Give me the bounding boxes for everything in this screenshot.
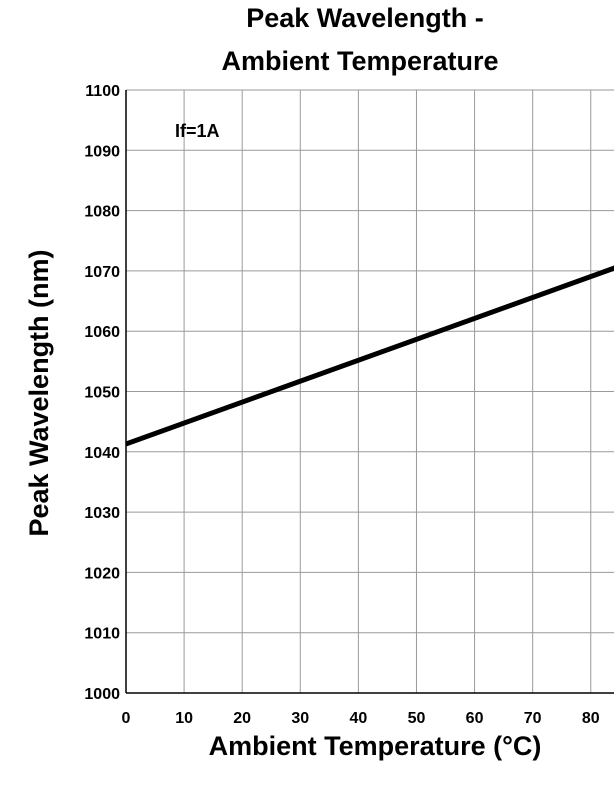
y-tick-label-1010: 1010	[84, 626, 120, 643]
condition-annotation: If=1A	[175, 121, 220, 141]
y-tick-label-1100: 1100	[85, 83, 120, 100]
chart-title-line-1: Peak Wavelength -	[246, 3, 484, 33]
x-tick-label-60: 60	[466, 710, 484, 727]
y-tick-label-1050: 1050	[84, 385, 120, 402]
chart-title-line-2: Ambient Temperature	[221, 46, 498, 76]
x-tick-labels: 0 10 20 30 40 50 60 70 80	[122, 710, 600, 727]
y-tick-label-1080: 1080	[84, 204, 120, 221]
x-tick-label-0: 0	[122, 710, 131, 727]
x-axis-label: Ambient Temperature (°C)	[209, 731, 542, 761]
grid	[126, 89, 614, 693]
y-tick-label-1060: 1060	[84, 324, 120, 341]
x-tick-label-50: 50	[408, 710, 426, 727]
y-axis-label: Peak Wavelength (nm)	[24, 249, 54, 536]
x-tick-label-30: 30	[291, 710, 309, 727]
y-tick-label-1020: 1020	[84, 565, 120, 582]
x-tick-label-70: 70	[524, 710, 542, 727]
y-tick-label-1000: 1000	[84, 686, 120, 703]
x-tick-label-10: 10	[175, 710, 193, 727]
series-line-0	[125, 265, 614, 447]
y-tick-label-1040: 1040	[84, 445, 120, 462]
y-tick-label-1030: 1030	[84, 505, 120, 522]
x-tick-label-80: 80	[582, 710, 600, 727]
x-tick-label-40: 40	[349, 710, 367, 727]
y-tick-label-1070: 1070	[84, 264, 120, 281]
y-tick-label-1090: 1090	[84, 143, 120, 160]
axes	[125, 90, 614, 694]
y-tick-labels: 1000 1010 1020 1030 1040 1050 1060 1070 1080 1090…	[84, 83, 120, 703]
x-tick-label-20: 20	[233, 710, 251, 727]
series-layer	[125, 265, 614, 447]
